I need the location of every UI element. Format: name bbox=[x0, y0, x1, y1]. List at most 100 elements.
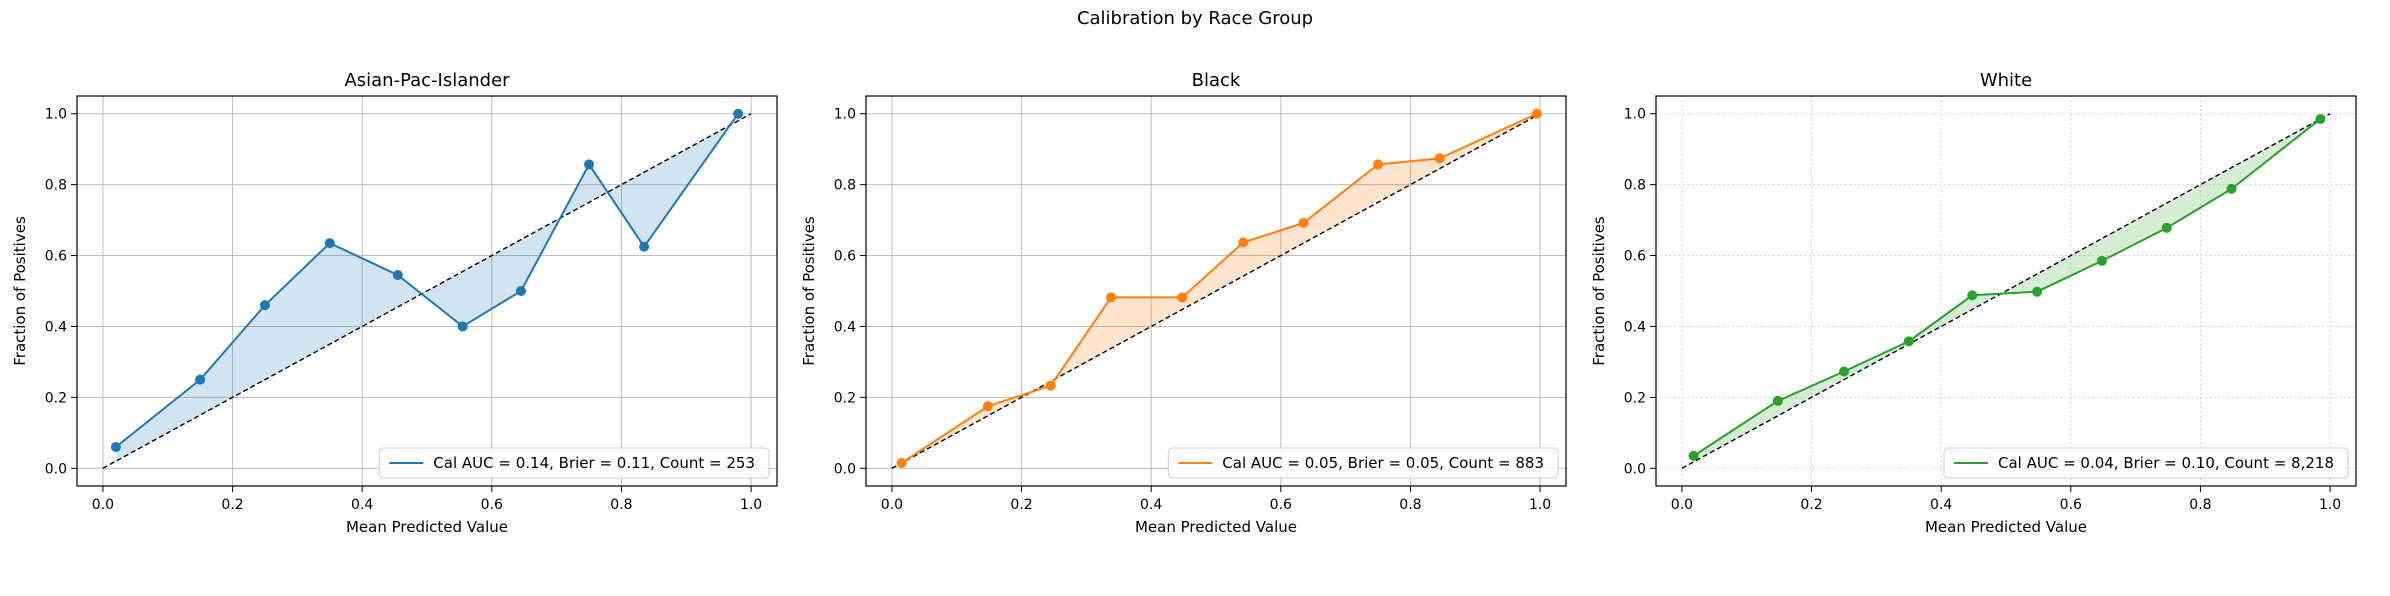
legend-box bbox=[1943, 447, 2349, 479]
x-tick-label: 0.4 bbox=[1140, 497, 1162, 513]
panel-title: White bbox=[1980, 70, 2032, 91]
panel-1: 0.0 0.2 0.4 0.6 0.8 1.0 0.0 0.2 0.4 0.6 0.8 1.0 Asia… bbox=[11, 70, 778, 536]
legend-label: Cal AUC = 0.05, Brier = 0.05, Count = 88… bbox=[1222, 454, 1544, 472]
legend: Cal AUC = 0.04, Brier = 0.10, Count = 8,… bbox=[1943, 447, 2349, 479]
axes-frame bbox=[1655, 95, 2357, 487]
x-tick-label: 0.0 bbox=[881, 497, 903, 513]
data-point bbox=[1434, 153, 1445, 164]
panel-3: 0.0 0.2 0.4 0.6 0.8 1.0 0.0 0.2 0.4 0.6 0.8 1.0 Whit… bbox=[1590, 70, 2357, 536]
x-tick-label: 0.8 bbox=[610, 497, 632, 513]
data-point bbox=[392, 270, 403, 281]
data-point bbox=[324, 238, 335, 249]
y-tick-label: 0.6 bbox=[834, 249, 856, 265]
data-point bbox=[2032, 286, 2043, 297]
y-tick-label: 0.0 bbox=[834, 461, 856, 477]
legend-box bbox=[1167, 447, 1559, 479]
data-point bbox=[733, 108, 744, 119]
legend-label: Cal AUC = 0.04, Brier = 0.10, Count = 8,… bbox=[1998, 454, 2334, 472]
legend: Cal AUC = 0.14, Brier = 0.11, Count = 25… bbox=[378, 447, 770, 479]
reference-diagonal bbox=[102, 113, 752, 469]
y-tick-label: 0.0 bbox=[1624, 461, 1646, 477]
x-axis-label: Mean Predicted Value bbox=[1925, 518, 2087, 536]
data-point bbox=[1177, 292, 1188, 303]
data-point bbox=[1045, 380, 1056, 391]
reference-diagonal bbox=[1681, 113, 2331, 469]
y-tick-label: 0.2 bbox=[45, 390, 67, 406]
panels: 0.0 0.2 0.4 0.6 0.8 1.0 0.0 0.2 0.4 0.6 0.8 1.0 Asia… bbox=[11, 70, 2357, 536]
y-tick-label: 0.0 bbox=[45, 461, 67, 477]
x-tick-label: 0.4 bbox=[351, 497, 373, 513]
data-point bbox=[896, 457, 907, 468]
y-tick-label: 1.0 bbox=[1624, 107, 1646, 123]
panel-title: Black bbox=[1192, 70, 1241, 91]
data-point bbox=[1903, 336, 1914, 347]
legend: Cal AUC = 0.05, Brier = 0.05, Count = 88… bbox=[1167, 447, 1559, 479]
x-tick-label: 0.0 bbox=[92, 497, 114, 513]
data-point bbox=[1967, 290, 1978, 301]
x-tick-label: 0.2 bbox=[221, 497, 243, 513]
x-tick-label: 0.6 bbox=[481, 497, 503, 513]
x-tick-label: 0.0 bbox=[1671, 497, 1693, 513]
y-tick-label: 0.4 bbox=[45, 319, 67, 335]
x-axis-label: Mean Predicted Value bbox=[1135, 518, 1297, 536]
x-tick-label: 0.4 bbox=[1930, 497, 1952, 513]
y-tick-label: 0.2 bbox=[834, 390, 856, 406]
data-point bbox=[110, 442, 121, 452]
y-tick-label: 0.2 bbox=[1624, 390, 1646, 406]
y-axis-label: Fraction of Positives bbox=[800, 216, 818, 366]
x-tick-label: 1.0 bbox=[740, 497, 762, 513]
data-point bbox=[2161, 222, 2172, 233]
x-tick-label: 0.8 bbox=[2189, 497, 2211, 513]
y-tick-label: 0.4 bbox=[834, 319, 856, 335]
x-tick-label: 0.2 bbox=[1010, 497, 1032, 513]
data-point bbox=[259, 300, 270, 311]
x-tick-label: 1.0 bbox=[1529, 497, 1551, 513]
x-tick-label: 0.6 bbox=[2060, 497, 2082, 513]
y-tick-label: 0.8 bbox=[45, 178, 67, 194]
legend-box bbox=[378, 447, 770, 479]
y-tick-label: 0.8 bbox=[1624, 178, 1646, 194]
calibration-line bbox=[1693, 118, 2321, 457]
legend-label: Cal AUC = 0.14, Brier = 0.11, Count = 25… bbox=[433, 454, 755, 472]
data-point bbox=[982, 401, 993, 412]
data-point bbox=[2315, 114, 2326, 125]
data-point bbox=[515, 286, 526, 296]
data-point bbox=[1373, 159, 1384, 170]
axes-frame bbox=[865, 95, 1567, 487]
y-tick-label: 0.8 bbox=[834, 178, 856, 194]
x-tick-label: 0.6 bbox=[1270, 497, 1292, 513]
panel-2: 0.0 0.2 0.4 0.6 0.8 1.0 0.0 0.2 0.4 0.6 0.8 1.0 Blac… bbox=[800, 70, 1567, 536]
calibration-fill bbox=[1693, 119, 2321, 462]
y-tick-label: 0.6 bbox=[45, 249, 67, 265]
data-point bbox=[457, 321, 468, 332]
calibration-line bbox=[901, 112, 1538, 464]
x-tick-label: 1.0 bbox=[2319, 497, 2341, 513]
data-point bbox=[639, 241, 650, 252]
data-point bbox=[195, 374, 206, 385]
data-point bbox=[1688, 450, 1699, 461]
data-point bbox=[1772, 395, 1783, 406]
x-axis-label: Mean Predicted Value bbox=[346, 518, 508, 536]
figure-title: Calibration by Race Group bbox=[1077, 8, 1313, 29]
axes-frame bbox=[76, 95, 778, 487]
data-point bbox=[1238, 237, 1249, 248]
calibration-fill bbox=[115, 113, 739, 462]
data-point bbox=[2226, 183, 2237, 194]
data-point bbox=[1298, 217, 1309, 228]
data-point bbox=[1531, 108, 1542, 119]
x-tick-label: 0.2 bbox=[1800, 497, 1822, 513]
x-tick-label: 0.8 bbox=[1399, 497, 1421, 513]
panel-title: Asian-Pac-Islander bbox=[344, 70, 510, 91]
y-tick-label: 0.6 bbox=[1624, 249, 1646, 265]
data-point bbox=[584, 159, 595, 170]
y-axis-label: Fraction of Positives bbox=[11, 216, 29, 366]
calibration-fill bbox=[901, 113, 1537, 463]
data-point bbox=[1106, 292, 1116, 303]
calibration-line bbox=[115, 113, 739, 448]
y-tick-label: 1.0 bbox=[834, 107, 856, 123]
reference-diagonal bbox=[891, 113, 1541, 469]
y-axis-label: Fraction of Positives bbox=[1590, 216, 1608, 366]
y-tick-label: 1.0 bbox=[45, 107, 67, 123]
